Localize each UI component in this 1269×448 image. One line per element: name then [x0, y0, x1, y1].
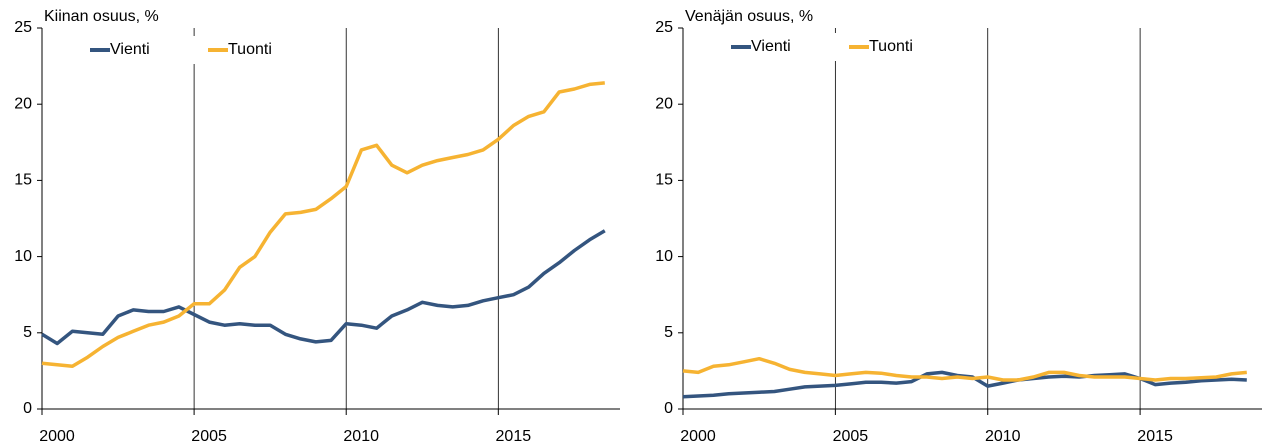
x-tick-label: 2000 [39, 428, 75, 445]
chart-title: Kiinan osuus, % [44, 8, 159, 25]
legend-bg [727, 33, 937, 61]
y-tick-label: 15 [655, 172, 673, 189]
x-tick-label: 2005 [191, 428, 227, 445]
y-tick-label: 15 [14, 172, 32, 189]
y-tick-label: 20 [14, 95, 32, 112]
series-line [41, 81, 605, 369]
y-tick-label: 10 [655, 248, 673, 265]
y-tick-label: 0 [23, 400, 32, 417]
chart-title: Venäjän osuus, % [685, 8, 813, 25]
y-tick-label: 25 [14, 19, 32, 36]
series-line [41, 229, 606, 346]
y-tick-label: 25 [655, 19, 673, 36]
y-tick-label: 0 [664, 400, 673, 417]
legend-bg [86, 36, 296, 64]
x-tick-label: 2000 [680, 428, 716, 445]
legend-label: Vienti [751, 38, 791, 55]
x-tick-label: 2010 [343, 428, 379, 445]
x-tick-label: 2015 [496, 428, 532, 445]
y-tick-label: 5 [23, 324, 32, 341]
x-tick-label: 2005 [833, 428, 869, 445]
legend-label: Tuonti [869, 38, 913, 55]
x-tick-label: 2015 [1137, 428, 1173, 445]
y-tick-label: 5 [664, 324, 673, 341]
x-tick-label: 2010 [985, 428, 1021, 445]
series-line [682, 356, 1247, 382]
legend-label: Vienti [110, 41, 150, 58]
legend-label: Tuonti [228, 41, 272, 58]
y-tick-label: 10 [14, 248, 32, 265]
y-tick-label: 20 [655, 95, 673, 112]
